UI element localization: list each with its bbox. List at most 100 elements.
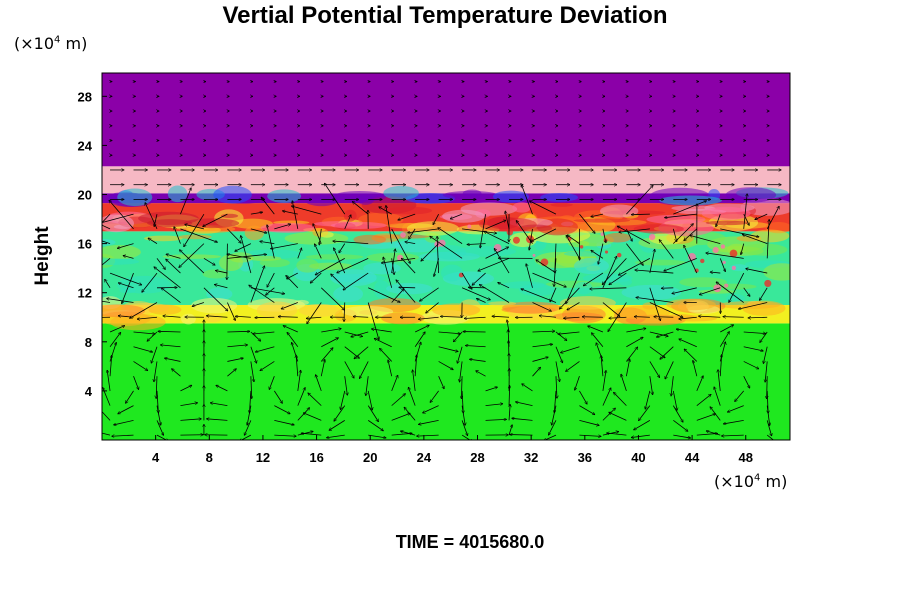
- wind-arrow: [227, 358, 243, 362]
- wind-arrow: [461, 405, 465, 426]
- wind-arrow: [602, 302, 620, 317]
- wind-arrow: [719, 331, 729, 347]
- wind-arrow: [457, 346, 463, 364]
- wind-arrow: [154, 267, 181, 289]
- wind-arrow: [532, 357, 549, 362]
- wind-arrow: [320, 359, 325, 377]
- wind-arrow: [203, 287, 228, 311]
- field-blob: [373, 280, 390, 299]
- wind-arrow: [649, 331, 668, 336]
- wind-arrow: [414, 342, 421, 362]
- field-blob: [574, 281, 593, 295]
- wind-arrow: [133, 361, 148, 370]
- wind-arrow: [672, 390, 677, 411]
- wind-arrow: [588, 326, 604, 333]
- wind-arrow: [102, 411, 111, 421]
- wind-arrow: [579, 419, 599, 425]
- field-spot: [400, 232, 406, 238]
- wind-arrow: [582, 317, 603, 318]
- wind-arrow: [179, 243, 205, 268]
- wind-arrow: [351, 331, 369, 337]
- field-spot: [604, 250, 609, 254]
- wind-arrow: [438, 346, 458, 352]
- wind-arrow: [515, 402, 533, 407]
- field-blob: [725, 187, 777, 203]
- wind-arrow: [331, 274, 346, 289]
- x-tick-label: 28: [470, 450, 484, 465]
- wind-arrow: [665, 361, 674, 379]
- wind-arrow: [274, 419, 294, 425]
- wind-arrow: [118, 405, 134, 414]
- field-blobs: [102, 185, 790, 331]
- wind-arrow: [617, 226, 651, 244]
- wind-arrow: [438, 376, 445, 389]
- wind-arrow: [269, 376, 275, 389]
- field-blob: [573, 218, 631, 223]
- wind-arrow: [391, 375, 398, 392]
- wind-arrow: [696, 414, 716, 421]
- wind-arrow: [516, 220, 533, 244]
- wind-arrow: [512, 418, 533, 421]
- y-axis-unit: (×104 m): [14, 34, 88, 53]
- field-blob: [178, 234, 212, 240]
- wind-arrow: [344, 331, 363, 337]
- field-spot: [438, 239, 446, 247]
- wind-arrow: [743, 331, 766, 334]
- field-spot: [722, 260, 726, 264]
- wind-arrow: [532, 344, 553, 348]
- wind-arrow: [763, 346, 768, 364]
- wind-arrow: [353, 316, 369, 317]
- wind-arrow: [117, 243, 134, 249]
- wind-arrow: [552, 405, 557, 426]
- wind-arrow: [626, 337, 643, 348]
- wind-arrow: [154, 214, 158, 227]
- wind-arrow: [109, 332, 121, 347]
- wind-arrow: [555, 346, 563, 363]
- wind-arrow: [720, 228, 759, 237]
- wind-arrow: [621, 374, 627, 392]
- wind-arrow: [590, 288, 627, 289]
- field-blob: [244, 225, 265, 241]
- band-0: [102, 323, 790, 440]
- wind-arrow: [105, 279, 111, 289]
- wind-arrow: [565, 361, 580, 371]
- wind-arrow: [156, 434, 168, 440]
- wind-arrow: [522, 185, 533, 215]
- wind-arrow: [241, 235, 252, 274]
- wind-arrow: [508, 330, 509, 347]
- y-tick-label: 24: [78, 138, 93, 153]
- wind-arrow: [343, 272, 369, 290]
- wind-arrow: [367, 390, 372, 410]
- wind-arrow: [133, 346, 153, 352]
- field-blob: [305, 254, 364, 260]
- wind-arrow: [613, 392, 627, 406]
- wind-arrow: [344, 361, 354, 378]
- wind-arrow: [206, 316, 228, 318]
- wind-arrow: [344, 215, 351, 230]
- field-blob: [220, 213, 239, 219]
- y-tick-label: 4: [85, 384, 93, 399]
- wind-arrow: [438, 361, 454, 369]
- wind-arrow: [253, 331, 275, 334]
- wind-arrow: [414, 325, 429, 333]
- field-blob: [294, 299, 309, 306]
- wind-arrow: [206, 419, 228, 421]
- wind-arrow: [401, 258, 416, 274]
- wind-arrow: [329, 420, 345, 430]
- field-spot: [532, 253, 536, 257]
- wind-arrow: [579, 435, 601, 436]
- wind-arrow: [532, 331, 555, 332]
- wind-arrow: [635, 270, 674, 274]
- wind-arrow: [203, 213, 228, 226]
- field-blob: [502, 281, 546, 289]
- field-spot: [467, 224, 472, 229]
- wind-arrow: [310, 272, 322, 283]
- field-blob: [550, 202, 573, 207]
- wind-arrow: [419, 287, 439, 301]
- wind-arrow: [673, 434, 690, 438]
- wind-arrow: [156, 258, 165, 269]
- field-blob: [406, 221, 459, 236]
- wind-arrow: [344, 376, 348, 395]
- field-blob: [183, 218, 240, 229]
- wind-arrow: [484, 231, 510, 244]
